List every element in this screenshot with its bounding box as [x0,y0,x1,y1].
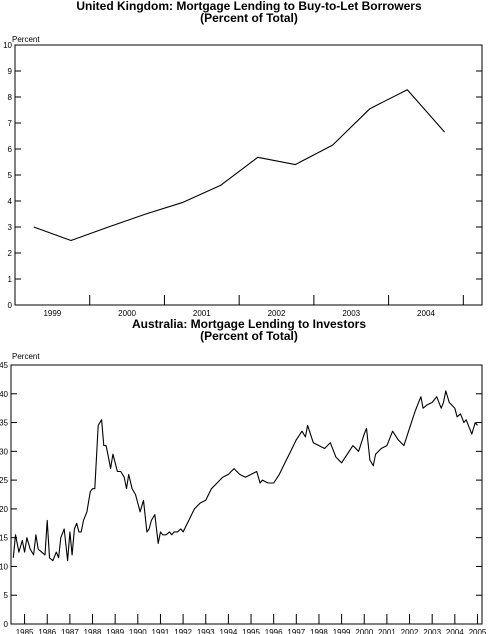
uk-title-line2: (Percent of Total) [200,11,298,25]
uk-y-tick-label: 10 [3,41,12,50]
uk-x-tick-label: 2000 [118,309,136,318]
au-x-tick-label: 1994 [219,628,237,634]
uk-x-tick-label: 2003 [342,309,360,318]
au-y-tick-label: 20 [0,505,9,514]
uk-x-tick-label: 2001 [193,309,211,318]
au-x-tick-label: 2005 [469,628,487,634]
uk-buy-to-let-chart: Percent 0 1 2 3 4 5 6 7 8 9 10 1999 2000 2001 2002 2003… [3,35,483,318]
uk-y-tick-label: 2 [8,249,13,258]
au-x-tick-label: 1995 [242,628,260,634]
au-y-tick-label: 0 [4,620,9,629]
au-x-tick-label: 1991 [152,628,170,634]
au-x-tick-label: 1990 [129,628,147,634]
au-x-tick-label: 1989 [106,628,124,634]
au-x-tick-label: 1988 [84,628,102,634]
uk-y-tick-label: 1 [8,275,13,284]
au-x-tick-label: 2000 [355,628,373,634]
au-x-tick-label: 1998 [310,628,328,634]
au-y-tick-label: 10 [0,562,9,571]
uk-x-tick-label: 1999 [43,309,61,318]
au-x-tick-label: 1993 [197,628,215,634]
au-y-tick-label: 5 [4,591,9,600]
uk-y-axis-label: Percent [12,35,40,44]
au-x-tick-label: 2003 [423,628,441,634]
uk-x-tick-label: 2002 [268,309,286,318]
au-x-tick-label: 2004 [446,628,464,634]
au-x-tick-label: 1987 [61,628,79,634]
au-y-tick-label: 45 [0,361,9,370]
uk-y-tick-label: 3 [8,223,13,232]
uk-chart-title: United Kingdom: Mortgage Lending to Buy-… [0,0,498,24]
au-series-line [12,390,478,562]
uk-y-tick-label: 4 [8,197,13,206]
uk-y-tick-label: 8 [8,93,13,102]
au-title-line2: (Percent of Total) [200,329,298,343]
au-x-tick-label: 2002 [401,628,419,634]
au-x-tick-label: 1997 [287,628,305,634]
au-y-tick-label: 35 [0,419,9,428]
au-title-line1: Australia: Mortgage Lending to Investors [131,317,367,331]
uk-y-tick-label: 6 [8,145,13,154]
au-y-tick-label: 25 [0,476,9,485]
uk-y-tick-label: 9 [8,67,13,76]
uk-series-line [33,89,446,242]
au-x-tick-label: 1992 [174,628,192,634]
uk-x-tick-label: 2004 [417,309,435,318]
au-y-axis-label: Percent [12,352,40,361]
au-y-tick-label: 30 [0,447,9,456]
au-y-tick-label: 40 [0,390,9,399]
uk-title-line1: United Kingdom: Mortgage Lending to Buy-… [76,0,422,13]
au-x-tick-label: 1996 [265,628,283,634]
au-plot-frame [10,364,483,625]
au-x-tick-label: 2001 [378,628,396,634]
au-x-tick-label: 1986 [38,628,56,634]
au-chart-title: Australia: Mortgage Lending to Investors… [0,318,498,342]
uk-y-tick-label: 0 [8,301,13,310]
au-y-tick-label: 15 [0,534,9,543]
uk-y-tick-label: 7 [8,119,13,128]
au-x-tick-label: 1999 [333,628,351,634]
au-x-tick-label: 1985 [16,628,34,634]
uk-y-tick-label: 5 [8,171,13,180]
